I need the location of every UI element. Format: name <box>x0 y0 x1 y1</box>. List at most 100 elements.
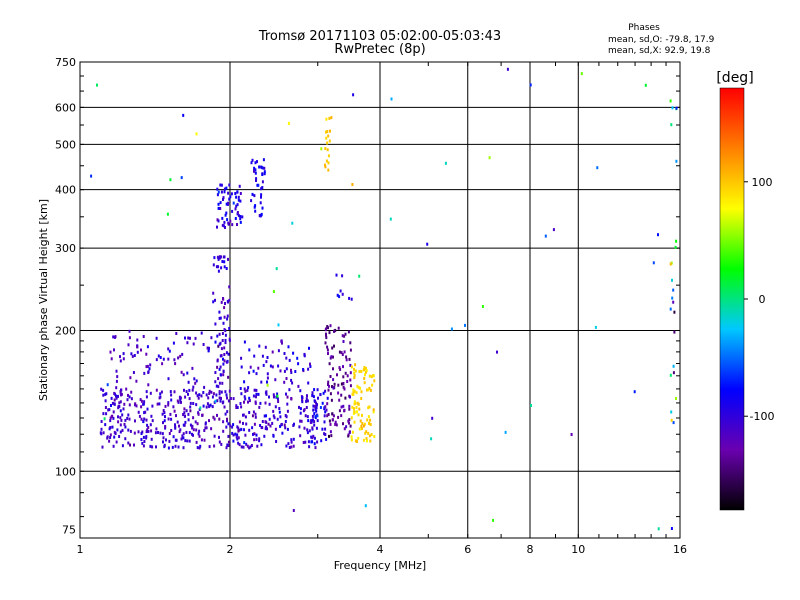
echo-point <box>120 393 122 397</box>
echo-point <box>260 212 263 216</box>
echo-point <box>184 395 187 399</box>
echo-point <box>366 418 369 422</box>
echo-point <box>114 392 116 396</box>
echo-point <box>285 356 288 360</box>
echo-point <box>208 392 211 395</box>
echo-point <box>544 234 547 238</box>
echo-point <box>131 354 134 358</box>
echo-point <box>120 388 122 392</box>
echo-point <box>213 444 216 448</box>
echo-point <box>145 418 148 422</box>
echo-point <box>118 435 121 438</box>
echo-point <box>194 381 197 385</box>
echo-point <box>357 386 360 390</box>
echo-point <box>107 408 110 412</box>
echo-point <box>231 425 234 429</box>
echo-point <box>222 362 225 366</box>
echo-point <box>353 410 356 413</box>
echo-point <box>169 390 172 394</box>
echo-point <box>314 404 317 408</box>
echo-point <box>353 402 356 406</box>
echo-point <box>366 388 368 392</box>
echo-point <box>229 219 232 223</box>
echo-point <box>238 443 241 447</box>
echo-point <box>670 418 673 422</box>
echo-point <box>113 435 116 439</box>
echo-point <box>315 409 318 413</box>
echo-point <box>127 428 130 432</box>
echo-point <box>223 328 226 332</box>
echo-point <box>143 417 146 421</box>
echo-point <box>137 410 140 414</box>
echo-point <box>206 346 209 350</box>
echo-point <box>240 427 243 431</box>
echo-point <box>352 93 355 97</box>
echo-point <box>214 322 217 326</box>
echo-point <box>266 356 269 359</box>
echo-point <box>313 388 316 392</box>
echo-point <box>323 420 326 424</box>
echo-point <box>124 418 127 422</box>
echo-point <box>239 217 242 221</box>
echo-point <box>146 423 149 427</box>
echo-point <box>370 433 373 437</box>
echo-point <box>481 305 484 308</box>
echo-point <box>657 233 659 237</box>
echo-point <box>120 418 123 422</box>
echo-point <box>321 401 324 405</box>
echo-point <box>253 432 256 436</box>
echo-point <box>215 265 218 269</box>
echo-point <box>140 432 143 435</box>
echo-point <box>119 391 122 395</box>
echo-point <box>329 324 332 328</box>
echo-point <box>236 190 239 194</box>
echo-point <box>198 393 201 397</box>
echo-point <box>148 367 151 371</box>
echo-point <box>324 410 327 414</box>
echo-point <box>186 439 189 443</box>
echo-point <box>365 430 368 434</box>
echo-point <box>334 420 337 424</box>
echo-point <box>191 424 194 428</box>
echo-point <box>218 396 221 400</box>
echo-point <box>266 380 268 384</box>
echo-point <box>343 408 346 412</box>
echo-point <box>348 418 351 422</box>
echo-point <box>332 367 334 371</box>
echo-point <box>278 410 281 414</box>
echo-point <box>119 400 122 404</box>
echo-point <box>306 415 309 419</box>
echo-point <box>300 419 303 423</box>
echo-point <box>178 424 180 428</box>
echo-point <box>101 445 104 449</box>
echo-point <box>124 437 127 441</box>
echo-point <box>370 375 373 379</box>
echo-point <box>102 431 105 435</box>
echo-point <box>338 350 341 354</box>
echo-point <box>222 373 225 377</box>
echo-point <box>113 348 115 352</box>
echo-point <box>308 346 310 350</box>
echo-point <box>225 211 228 215</box>
echo-point <box>208 404 211 408</box>
echo-point <box>281 431 284 435</box>
echo-point <box>196 422 199 426</box>
echo-point <box>264 345 267 349</box>
echo-point <box>232 423 235 427</box>
echo-point <box>298 425 301 429</box>
echo-point <box>343 350 346 354</box>
echo-point <box>174 438 177 442</box>
echo-point <box>255 437 258 441</box>
echo-point <box>220 255 222 259</box>
echo-point <box>212 300 215 304</box>
echo-point <box>316 403 318 407</box>
echo-point <box>115 369 118 373</box>
echo-point <box>225 446 228 450</box>
echo-point <box>350 297 353 301</box>
echo-point <box>338 409 341 413</box>
echo-point <box>167 357 170 361</box>
echo-point <box>347 434 350 438</box>
echo-point <box>126 398 129 402</box>
echo-point <box>350 438 353 442</box>
echo-point <box>371 383 374 387</box>
